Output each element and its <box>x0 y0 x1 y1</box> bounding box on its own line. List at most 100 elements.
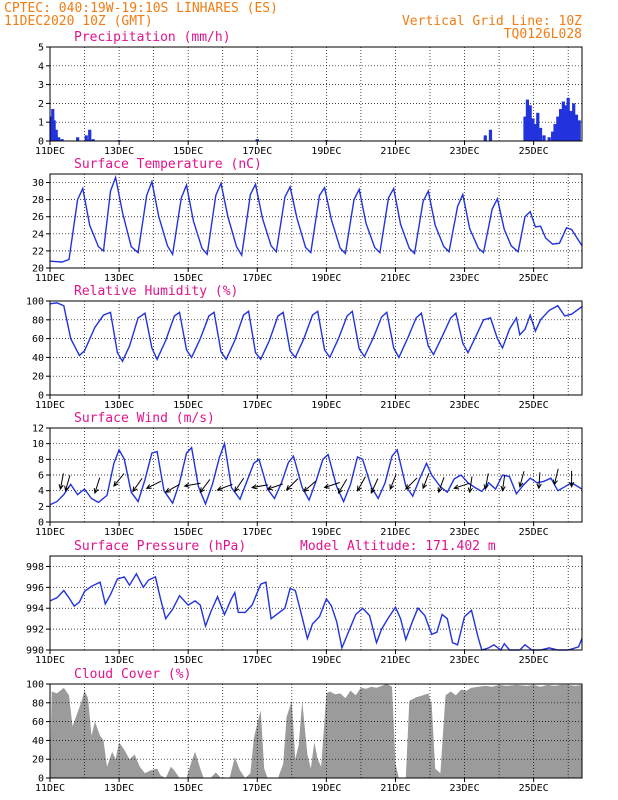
precipitation-bar <box>91 139 95 141</box>
precipitation-bar <box>553 124 557 141</box>
cloud-cover-ytick-label: 60 <box>32 717 44 728</box>
wind-xtick-label: 17DEC <box>242 527 272 538</box>
wind-xtick-label: 25DEC <box>519 527 549 538</box>
cloud-cover-ytick-label: 40 <box>32 736 44 747</box>
humidity-frame <box>49 300 583 396</box>
wind-vector-arrow <box>552 468 559 486</box>
wind-ytick-label: 2 <box>38 502 44 513</box>
temperature-ytick-label: 26 <box>32 212 44 223</box>
temperature-xtick-label: 19DEC <box>311 273 341 284</box>
wind-vector-arrow <box>234 477 245 493</box>
wind-vector-arrow <box>250 484 268 490</box>
temperature-xtick-label: 23DEC <box>449 273 479 284</box>
humidity-ytick-label: 0 <box>38 391 44 402</box>
humidity-panel: Relative Humidity (%) 0 20 40 60 80 100 11DEC 1… <box>26 284 583 411</box>
precipitation-bar <box>88 129 92 141</box>
humidity-xtick-label: 15DEC <box>173 400 203 411</box>
cloud-cover-area <box>50 684 582 778</box>
wind-vector-arrow <box>216 483 233 491</box>
precipitation-ytick-label: 3 <box>38 80 44 91</box>
pressure-frame <box>49 555 583 651</box>
wind-vector-arrow <box>199 479 211 494</box>
wind-xtick-label: 13DEC <box>104 527 134 538</box>
wind-vector-arrow <box>285 478 299 491</box>
wind-xtick-label: 11DEC <box>35 527 65 538</box>
precipitation-xtick-label: 15DEC <box>173 146 203 157</box>
temperature-xtick-label: 21DEC <box>380 273 410 284</box>
precipitation-bar <box>49 116 53 141</box>
cloud-cover-xtick-label: 21DEC <box>380 783 410 794</box>
precipitation-bar <box>76 137 80 141</box>
pressure-xtick-label: 23DEC <box>449 655 479 666</box>
cloud-cover-xtick-label: 19DEC <box>311 783 341 794</box>
cloud-cover-xtick-label: 13DEC <box>104 783 134 794</box>
precipitation-bar <box>569 110 573 141</box>
precipitation-bar <box>533 124 537 141</box>
wind-ytick-label: 12 <box>32 424 44 435</box>
cloud-cover-xtick-label: 17DEC <box>242 783 272 794</box>
wind-vector-arrow <box>145 480 162 489</box>
wind-ytick-label: 8 <box>38 455 44 466</box>
precipitation-bar <box>547 137 551 141</box>
wind-frame <box>49 427 583 523</box>
precipitation-bar <box>57 137 61 141</box>
temperature-ytick-label: 30 <box>32 178 44 189</box>
precipitation-bar <box>542 135 546 141</box>
pressure-ytick-label: 992 <box>26 625 44 636</box>
precipitation-title: Precipitation (mm/h) <box>74 30 231 45</box>
pressure-xtick-label: 15DEC <box>173 655 203 666</box>
cloud-cover-xtick-label: 11DEC <box>35 783 65 794</box>
cloud-cover-title: Cloud Cover (%) <box>74 667 191 682</box>
temperature-ytick-label: 28 <box>32 195 44 206</box>
wind-vector-arrow <box>323 482 340 489</box>
wind-panel: Surface Wind (m/s) 0 2 4 6 8 10 12 11DEC 13DEC 15… <box>32 411 583 538</box>
wind-vector-arrow <box>483 473 489 491</box>
wind-vector-arrow <box>58 473 64 491</box>
precipitation-bar <box>564 105 568 141</box>
wind-vector-arrow <box>536 472 542 490</box>
wind-vector-arrow <box>389 474 397 491</box>
wind-ytick-label: 10 <box>32 439 44 450</box>
precipitation-bar <box>531 118 535 141</box>
cloud-cover-xtick-label: 25DEC <box>519 783 549 794</box>
cloud-cover-ytick-label: 100 <box>26 680 44 691</box>
wind-vector-arrow <box>453 482 470 490</box>
humidity-ytick-label: 60 <box>32 334 44 345</box>
wind-ytick-label: 0 <box>38 518 44 529</box>
pressure-xtick-label: 11DEC <box>35 655 65 666</box>
precipitation-bar <box>551 131 555 141</box>
precipitation-bar <box>54 129 58 141</box>
wind-vector-arrow <box>303 480 317 493</box>
wind-vector-arrow <box>356 476 366 492</box>
precipitation-bar <box>525 99 530 141</box>
wind-vector-arrow <box>467 476 473 494</box>
temperature-ytick-label: 20 <box>32 264 44 275</box>
temperature-panel: Surface Temperature (nC) 20 22 24 26 28 30 11D… <box>32 157 583 284</box>
wind-vector-arrow <box>569 470 575 488</box>
precipitation-bar <box>577 120 581 141</box>
header-station: CPTEC: 040:19W-19:10S LINHARES (ES) <box>4 1 278 16</box>
temperature-xtick-label: 17DEC <box>242 273 272 284</box>
cloud-cover-xtick-label: 23DEC <box>449 783 479 794</box>
wind-ytick-label: 6 <box>38 471 44 482</box>
precipitation-bar <box>561 101 565 141</box>
wind-vector-arrow <box>437 477 445 494</box>
precipitation-bar <box>572 103 576 141</box>
wind-vector-arrow <box>164 483 180 493</box>
temperature-xtick-label: 15DEC <box>173 273 203 284</box>
pressure-xtick-label: 25DEC <box>519 655 549 666</box>
humidity-line <box>49 302 583 363</box>
precipitation-bar <box>255 139 259 141</box>
wind-vector-arrow <box>518 471 525 488</box>
humidity-xtick-label: 23DEC <box>449 400 479 411</box>
precipitation-xtick-label: 13DEC <box>104 146 134 157</box>
wind-vector-arrow <box>183 482 201 488</box>
header-grid-note: Vertical Grid Line: 10Z <box>402 14 582 29</box>
precipitation-bar <box>523 116 527 141</box>
wind-line <box>49 440 583 506</box>
pressure-xtick-label: 21DEC <box>380 655 410 666</box>
precipitation-bar <box>488 129 493 141</box>
humidity-xtick-label: 25DEC <box>519 400 549 411</box>
pressure-panel: Surface Pressure (hPa) Model Altitude: 1… <box>26 539 583 666</box>
precipitation-bar <box>556 116 560 141</box>
